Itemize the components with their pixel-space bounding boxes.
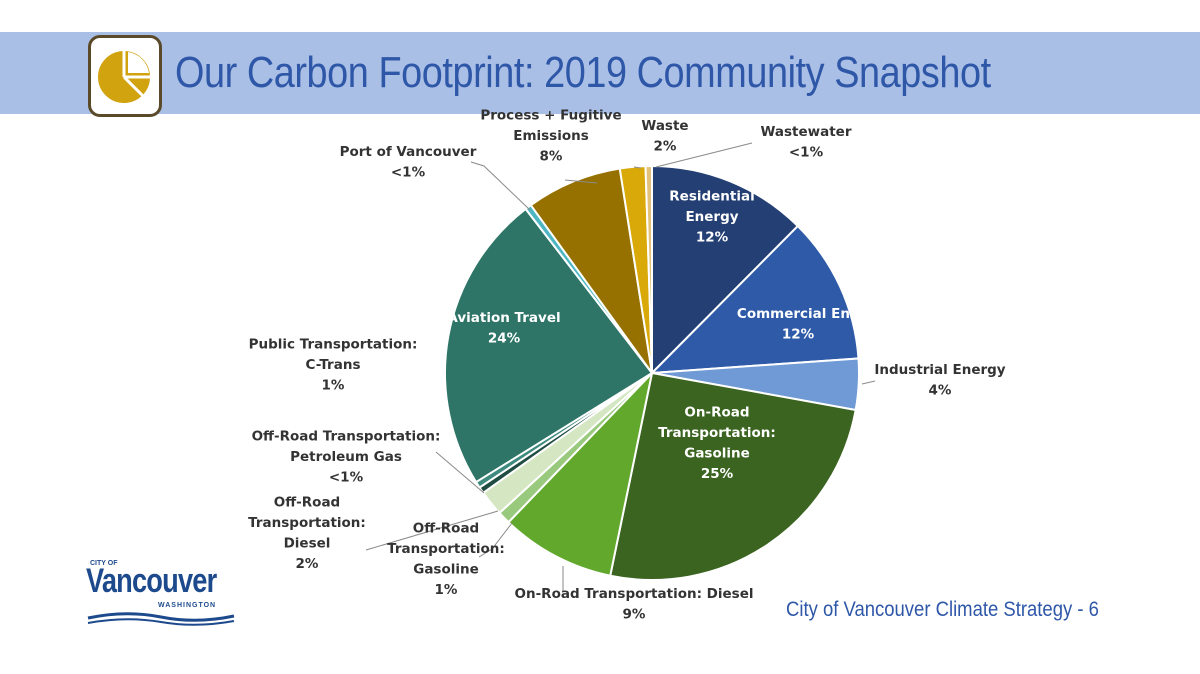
footer-text: City of Vancouver Climate Strategy - 6 [786,598,1099,621]
leader-line [564,179,598,184]
data-label-outside: Off-Road Transportation: Petroleum Gas <1% [252,429,441,486]
pie-slice-on-road-transportation-gasoline [609,371,857,581]
data-label-outside: Port of Vancouver <1% [340,144,477,181]
logo-state: WASHINGTON [158,602,217,609]
leader-line [365,510,499,551]
data-label-inside: Commercial Ene 12% [737,306,859,343]
title-banner [0,32,1200,114]
leader-line [435,451,485,494]
pie-slice-residential-energy [651,164,800,376]
data-label-inside: Residential Energy 12% [669,189,754,246]
logo-wave-icon [87,612,235,626]
data-label-outside: Wastewater <1% [760,124,851,161]
leader-line [655,142,753,168]
pie-slice-aviation-travel [444,207,654,484]
data-label-outside: Off-Road Transportation: Diesel 2% [248,494,366,572]
data-label-inside: On-Road Transportation: Gasoline 25% [658,404,776,482]
leader-line [633,166,642,169]
data-label-outside: Industrial Energy 4% [874,362,1005,399]
data-label-outside: Process + Fugitive Emissions 8% [480,108,621,165]
logo-city-of: CITY OF [90,560,118,567]
leader-line [478,522,513,558]
data-label-outside: Public Transportation: C-Trans 1% [249,337,418,394]
logo-name: Vancouver [86,562,217,600]
data-label-outside: Off-Road Transportation: Gasoline 1% [387,520,505,598]
pie-slice-wastewater [644,164,653,374]
city-of-vancouver-logo: CITY OF Vancouver WASHINGTON [86,560,236,630]
pie-slice-commercial-energy [649,224,860,375]
leader-line [470,161,531,211]
pie-slice-on-road-transportation-diesel [507,369,654,577]
leader-line [861,380,876,385]
data-label-outside: On-Road Transportation: Diesel 9% [514,586,753,623]
pie-chart-icon [88,35,162,117]
data-label-inside: Aviation Travel 24% [447,310,560,347]
pie-slice-process-fugitive-emissions [529,167,653,374]
data-label-outside: Waste 2% [641,118,688,155]
page-title: Our Carbon Footprint: 2019 Community Sna… [175,48,991,97]
